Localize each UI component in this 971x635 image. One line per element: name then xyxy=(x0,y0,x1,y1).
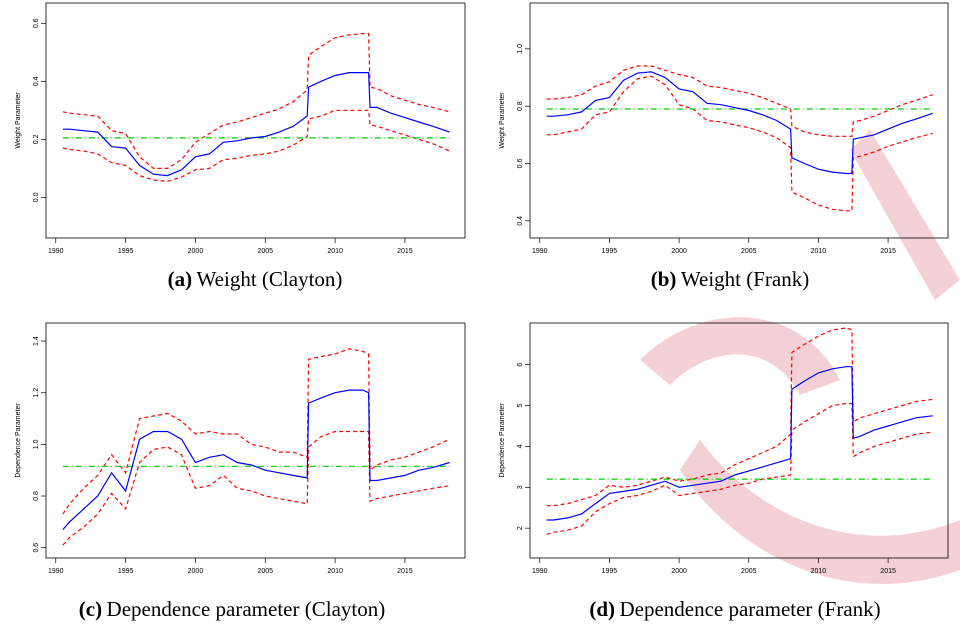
x-tick-label: 2015 xyxy=(880,248,896,255)
y-axis-title: Dependence Parameter xyxy=(499,403,506,478)
x-tick-label: 2010 xyxy=(327,568,343,575)
y-tick-label: 5 xyxy=(517,404,524,408)
series-line xyxy=(62,430,450,546)
series-line xyxy=(546,65,933,137)
x-tick-label: 2015 xyxy=(880,568,896,575)
y-axis-title: Dependence Parameter xyxy=(15,403,22,478)
plot-frame xyxy=(45,322,466,559)
y-tick-label: 3 xyxy=(517,485,524,489)
watermark-shape xyxy=(850,130,960,300)
caption-label: (c) xyxy=(79,597,102,621)
caption: (a) Weight (Clayton) xyxy=(168,267,343,291)
x-tick-label: 2015 xyxy=(397,568,413,575)
caption-text: Dependence parameter (Clayton) xyxy=(107,597,386,621)
y-axis-title: Weight Parameter xyxy=(499,92,506,149)
series-line xyxy=(62,109,450,183)
y-tick-label: 1.4 xyxy=(33,336,40,346)
plot-frame xyxy=(529,2,949,239)
x-tick-label: 2000 xyxy=(671,568,687,575)
series-line xyxy=(62,389,450,530)
y-tick-label: 2 xyxy=(517,526,524,530)
x-tick-label: 2005 xyxy=(257,248,273,255)
series-line xyxy=(546,402,933,535)
x-tick-label: 1995 xyxy=(602,568,618,575)
x-tick-label: 2000 xyxy=(188,568,204,575)
y-tick-label: 0.2 xyxy=(33,134,40,144)
y-tick-label: 0.4 xyxy=(33,76,40,86)
x-tick-label: 2015 xyxy=(397,248,413,255)
watermark-shape xyxy=(640,317,840,395)
y-tick-label: 0.6 xyxy=(517,159,524,169)
caption-label: (b) xyxy=(651,267,677,291)
x-tick-label: 2005 xyxy=(257,568,273,575)
y-tick-label: 0.6 xyxy=(33,18,40,28)
x-tick-label: 2010 xyxy=(327,248,343,255)
caption: (c) Dependence parameter (Clayton) xyxy=(79,597,385,621)
x-tick-label: 1990 xyxy=(532,248,548,255)
x-tick-label: 1995 xyxy=(118,248,134,255)
x-tick-label: 2000 xyxy=(671,248,687,255)
x-tick-label: 1990 xyxy=(48,568,64,575)
watermark-shape xyxy=(680,440,960,584)
y-tick-label: 6 xyxy=(517,363,524,367)
x-tick-label: 2000 xyxy=(188,248,204,255)
caption-label: (d) xyxy=(589,597,615,621)
plot-frame xyxy=(45,2,466,239)
x-tick-label: 1990 xyxy=(48,248,64,255)
series-line xyxy=(62,348,450,515)
caption-text: Dependence parameter (Frank) xyxy=(619,597,880,621)
y-tick-label: 1.0 xyxy=(517,44,524,54)
x-tick-label: 2005 xyxy=(741,248,757,255)
caption-label: (a) xyxy=(168,267,193,291)
y-tick-label: 0.8 xyxy=(517,101,524,111)
y-tick-label: 0.6 xyxy=(33,543,40,553)
series-line xyxy=(62,71,450,177)
y-tick-label: 0.4 xyxy=(517,216,524,226)
y-tick-label: 0.8 xyxy=(33,491,40,501)
x-tick-label: 2005 xyxy=(741,568,757,575)
x-tick-label: 2010 xyxy=(811,248,827,255)
plot-frame xyxy=(529,322,949,559)
series-line xyxy=(546,366,933,521)
y-tick-label: 1.2 xyxy=(33,388,40,398)
y-axis-title: Weight Parameter xyxy=(15,92,22,149)
watermark xyxy=(640,130,960,584)
caption: (b) Weight (Frank) xyxy=(651,267,809,291)
y-tick-label: 4 xyxy=(517,444,524,448)
x-tick-label: 1995 xyxy=(602,248,618,255)
series-line xyxy=(546,71,933,175)
y-tick-label: 1.0 xyxy=(33,439,40,449)
x-tick-label: 2010 xyxy=(811,568,827,575)
caption-text: Weight (Clayton) xyxy=(197,267,343,291)
series-line xyxy=(546,327,933,507)
x-tick-label: 1995 xyxy=(118,568,134,575)
x-tick-label: 1990 xyxy=(532,568,548,575)
y-tick-label: 0.0 xyxy=(33,192,40,202)
caption: (d) Dependence parameter (Frank) xyxy=(589,597,880,621)
caption-text: Weight (Frank) xyxy=(681,267,809,291)
